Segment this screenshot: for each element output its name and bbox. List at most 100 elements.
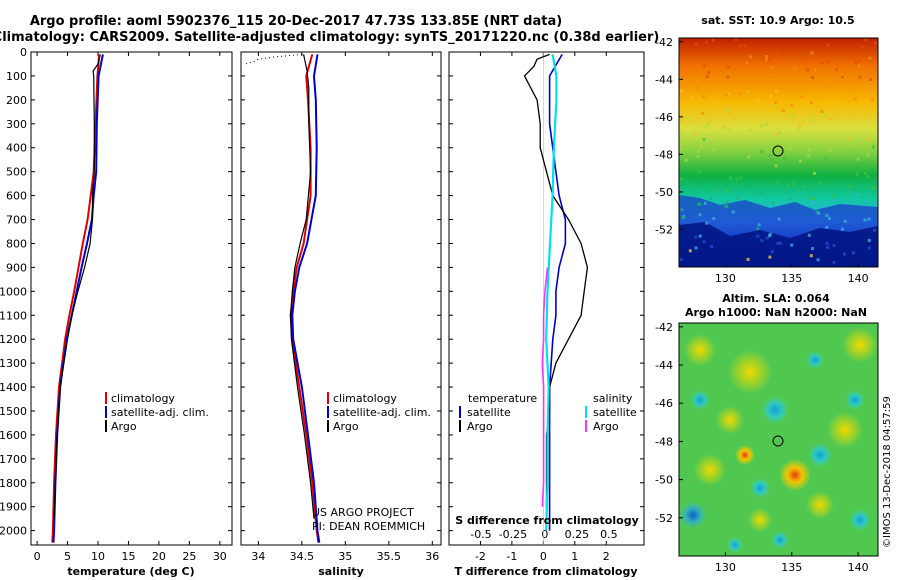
sst-pixel: [736, 196, 739, 200]
difference-top-xlabel: S difference from climatology: [455, 514, 639, 527]
legend-label-s-argo: Argo: [593, 420, 619, 433]
x-tick-label: 36: [425, 550, 439, 563]
sst-pixel: [702, 95, 706, 98]
x-tick-label: 0: [34, 550, 41, 563]
sst-pixel: [713, 189, 717, 193]
sst-pixel: [689, 121, 693, 124]
sst-pixel: [847, 137, 851, 141]
sst-pixel: [679, 177, 683, 181]
sst-pixel: [711, 100, 715, 103]
sst-pixel: [870, 97, 874, 101]
map-y-tick-label: -46: [655, 111, 673, 124]
sst-pixel: [690, 95, 694, 99]
sst-pixel: [770, 66, 774, 70]
sst-pixel: [695, 74, 699, 78]
y-tick-label: 1400: [0, 381, 27, 394]
legend-swatch-s-argo: [585, 420, 587, 432]
sst-pixel: [724, 93, 728, 97]
sst-pixel: [849, 86, 853, 90]
sst-pixel: [825, 214, 829, 217]
sla-map-title-line2: Argo h1000: NaN h2000: NaN: [685, 306, 867, 319]
sst-pixel: [866, 175, 870, 179]
sst-pixel: [872, 180, 875, 184]
sst-pixel: [864, 38, 868, 42]
map-x-tick-label: 130: [715, 272, 736, 285]
legend-swatch-climatology: [327, 392, 329, 404]
temperature-xlabel: temperature (deg C): [67, 565, 194, 578]
sla-map-frame: [678, 322, 879, 557]
sst-pixel: [688, 249, 692, 253]
legend-swatch-climatology: [105, 392, 107, 404]
sla-eddy: [808, 443, 832, 467]
sla-eddies: [679, 327, 878, 553]
sst-pixel: [769, 94, 773, 98]
sst-pixel: [801, 121, 805, 125]
sst-pixel: [727, 108, 731, 112]
sst-pixel: [706, 123, 710, 126]
sst-pixel: [785, 112, 789, 116]
sst-pixel: [776, 180, 780, 184]
y-tick-label: 800: [6, 237, 27, 250]
sst-pixel: [824, 182, 828, 186]
legend-label-climatology: climatology: [333, 392, 397, 405]
map-x-tick-label: 140: [848, 272, 869, 285]
sst-pixel: [684, 158, 688, 162]
legend-label-climatology: climatology: [111, 392, 175, 405]
sla-eddy: [849, 509, 871, 531]
sst-pixel: [703, 64, 707, 68]
sst-pixel: [748, 128, 752, 132]
sst-map-title: sat. SST: 10.9 Argo: 10.5: [701, 14, 854, 27]
legend-title-salinity: salinity: [593, 392, 633, 405]
sst-pixel: [702, 107, 706, 111]
sst-pixel: [727, 128, 731, 132]
sst-pixel: [800, 57, 804, 61]
difference-series: [523, 53, 589, 531]
map-y-tick-label: -50: [655, 186, 673, 199]
map-x-tick-label: 140: [848, 561, 869, 574]
sst-pixel: [774, 100, 778, 104]
sst-pixel: [770, 158, 774, 162]
sst-pixel: [695, 42, 698, 46]
sst-pixel: [756, 227, 760, 231]
sst-pixel: [816, 163, 820, 167]
x-tick-label: 2: [603, 550, 610, 563]
sla-map-title-line1: Altim. SLA: 0.064: [722, 292, 830, 305]
sst-pixel: [868, 56, 872, 60]
sst-pixel: [825, 241, 829, 245]
sst-pixel: [855, 193, 859, 197]
sst-pixel: [680, 119, 684, 122]
sst-pixel: [817, 211, 821, 215]
sst-pixel: [788, 104, 792, 108]
sla-eddy: [750, 478, 770, 498]
sst-pixel: [771, 201, 775, 205]
sst-pixel: [729, 177, 733, 181]
difference-legend-temperature: temperature satellite Argo: [459, 392, 537, 433]
sst-pixel: [727, 71, 731, 75]
legend-swatch-t-satellite: [459, 406, 461, 418]
sst-pixel: [790, 103, 794, 107]
sst-pixel: [788, 196, 792, 200]
sst-pixel: [857, 64, 861, 68]
legend-label-satellite: satellite-adj. clim.: [111, 406, 209, 419]
sst-pixel: [680, 208, 684, 212]
sst-pixel: [679, 147, 682, 151]
x-tick-label: 5: [64, 550, 71, 563]
sst-pixel: [707, 71, 711, 75]
salinity-legend: climatology satellite-adj. clim. Argo: [327, 392, 431, 433]
sst-pixel: [872, 186, 876, 190]
sst-pixel: [843, 219, 847, 223]
sla-eddy: [694, 454, 726, 486]
series-argo: [290, 54, 315, 519]
sst-pixel: [831, 193, 835, 197]
sst-pixel: [806, 154, 810, 158]
sst-pixel: [696, 117, 700, 121]
map-y-tick-label: -52: [655, 223, 673, 236]
y-tick-label: 700: [6, 214, 27, 227]
y-tick-label: 1300: [0, 357, 27, 370]
sst-pixel: [848, 185, 852, 189]
sst-pixel: [768, 232, 772, 236]
sst-pixel: [712, 148, 716, 151]
sst-pixel: [811, 247, 814, 251]
project-annotation: US ARGO PROJECT: [312, 506, 414, 519]
sst-pixel: [809, 254, 813, 258]
